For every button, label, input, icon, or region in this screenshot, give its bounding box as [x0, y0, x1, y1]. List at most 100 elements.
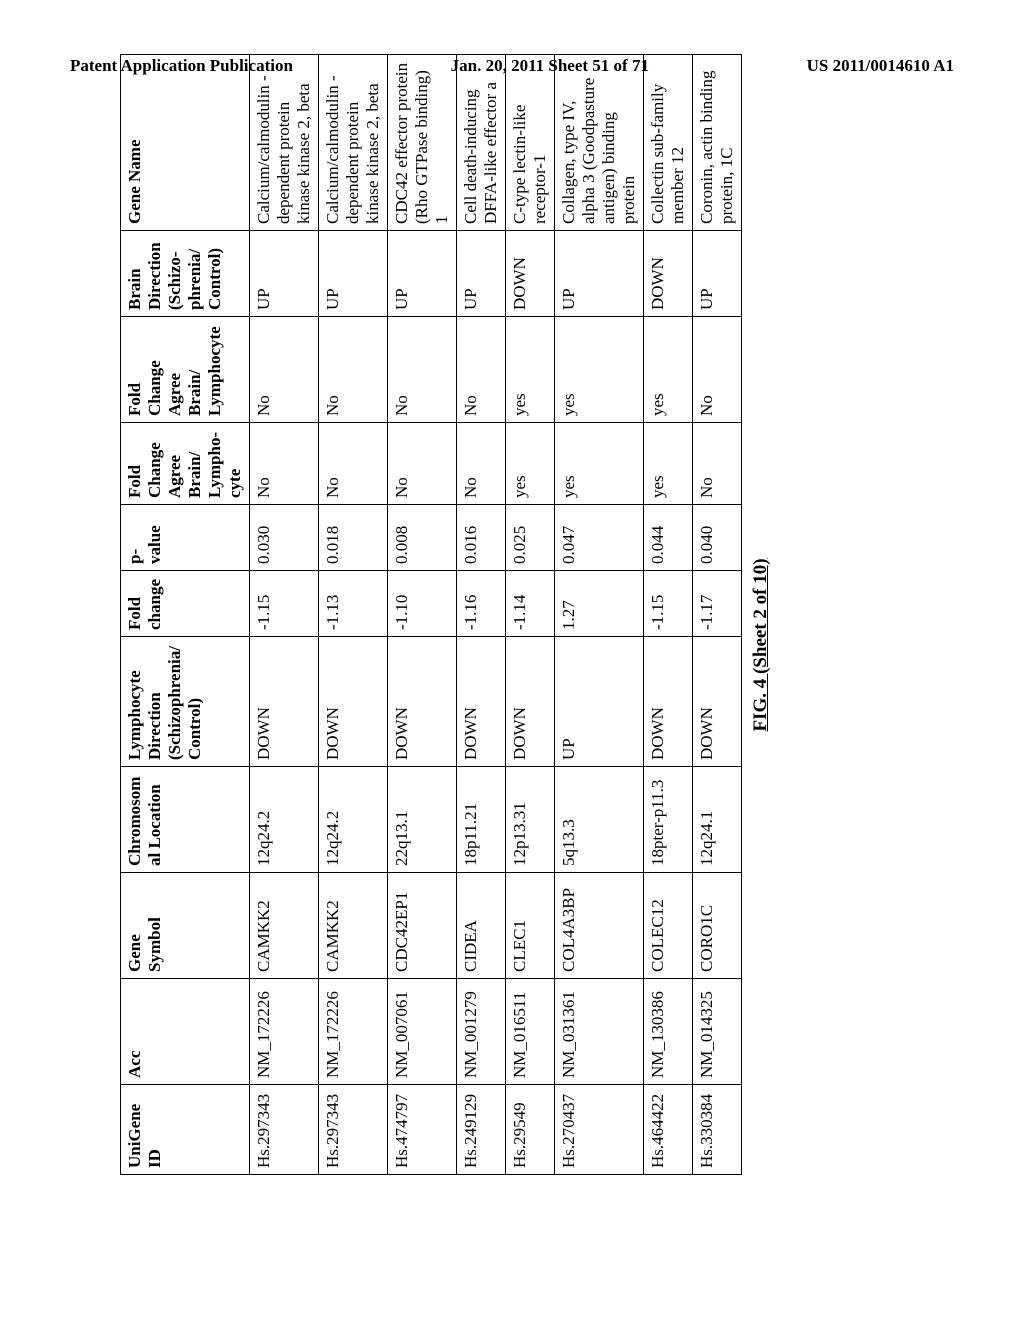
table-cell: No — [388, 317, 457, 423]
table-row: Hs.474797NM_007061CDC42EP122q13.1DOWN-1.… — [388, 55, 457, 1175]
table-header-row: UniGene ID Acc Gene Symbol Chromosomal L… — [121, 55, 250, 1175]
table-cell: 0.047 — [555, 505, 644, 571]
table-body: Hs.297343NM_172226CAMKK212q24.2DOWN-1.15… — [250, 55, 742, 1175]
table-cell: 0.044 — [644, 505, 693, 571]
table-cell: NM_007061 — [388, 979, 457, 1085]
table-cell: -1.16 — [457, 571, 506, 637]
table-cell: Coronin, actin binding protein, 1C — [693, 55, 742, 231]
table-cell: Calcium/calmodulin -dependent protein ki… — [319, 55, 388, 231]
table-cell: 1.27 — [555, 571, 644, 637]
table-cell: 0.030 — [250, 505, 319, 571]
col-p-value: p-value — [121, 505, 250, 571]
table-cell: yes — [506, 317, 555, 423]
gene-table: UniGene ID Acc Gene Symbol Chromosomal L… — [120, 54, 742, 1175]
col-fc-agree-1: Fold Change Agree Brain/ Lympho-cyte — [121, 423, 250, 505]
table-cell: NM_031361 — [555, 979, 644, 1085]
table-cell: CIDEA — [457, 873, 506, 979]
table-row: Hs.464422NM_130386COLEC1218pter-p11.3DOW… — [644, 55, 693, 1175]
table-cell: CAMKK2 — [319, 873, 388, 979]
table-cell: NM_001279 — [457, 979, 506, 1085]
table-cell: 12q24.1 — [693, 767, 742, 873]
table-cell: No — [457, 423, 506, 505]
table-cell: 0.040 — [693, 505, 742, 571]
table-cell: CLEC1 — [506, 873, 555, 979]
table-cell: CDC42EP1 — [388, 873, 457, 979]
col-gene-name: Gene Name — [121, 55, 250, 231]
table-cell: CORO1C — [693, 873, 742, 979]
table-row: Hs.270437NM_031361COL4A3BP5q13.3UP1.270.… — [555, 55, 644, 1175]
table-cell: 5q13.3 — [555, 767, 644, 873]
table-cell: Hs.270437 — [555, 1085, 644, 1175]
table-cell: CDC42 effector protein (Rho GTPase bindi… — [388, 55, 457, 231]
table-cell: DOWN — [319, 637, 388, 767]
table-cell: NM_016511 — [506, 979, 555, 1085]
table-cell: DOWN — [693, 637, 742, 767]
table-row: Hs.297343NM_172226CAMKK212q24.2DOWN-1.15… — [250, 55, 319, 1175]
col-chrom-loc: Chromosomal Location — [121, 767, 250, 873]
table-cell: Hs.330384 — [693, 1085, 742, 1175]
table-cell: No — [319, 423, 388, 505]
table-cell: No — [693, 317, 742, 423]
col-fc-agree-2: Fold Change Agree Brain/ Lymphocyte — [121, 317, 250, 423]
table-cell: 22q13.1 — [388, 767, 457, 873]
table-cell: No — [250, 317, 319, 423]
table-cell: DOWN — [506, 637, 555, 767]
table-cell: No — [319, 317, 388, 423]
table-cell: -1.15 — [644, 571, 693, 637]
table-cell: UP — [555, 231, 644, 317]
table-cell: No — [388, 423, 457, 505]
table-cell: CAMKK2 — [250, 873, 319, 979]
table-cell: 12p13.31 — [506, 767, 555, 873]
table-cell: Hs.297343 — [250, 1085, 319, 1175]
table-cell: 0.018 — [319, 505, 388, 571]
table-row: Hs.29549NM_016511CLEC112p13.31DOWN-1.140… — [506, 55, 555, 1175]
table-cell: DOWN — [457, 637, 506, 767]
table-cell: yes — [555, 423, 644, 505]
table-cell: yes — [644, 317, 693, 423]
table-row: Hs.330384NM_014325CORO1C12q24.1DOWN-1.17… — [693, 55, 742, 1175]
table-cell: DOWN — [506, 231, 555, 317]
table-cell: 0.008 — [388, 505, 457, 571]
table-cell: Hs.474797 — [388, 1085, 457, 1175]
table-cell: NM_014325 — [693, 979, 742, 1085]
table-cell: NM_130386 — [644, 979, 693, 1085]
col-gene-symbol: Gene Symbol — [121, 873, 250, 979]
table-cell: -1.13 — [319, 571, 388, 637]
table-cell: C-type lectin-like receptor-1 — [506, 55, 555, 231]
table-cell: 18pter-p11.3 — [644, 767, 693, 873]
table-row: Hs.249129NM_001279CIDEA18p11.21DOWN-1.16… — [457, 55, 506, 1175]
table-cell: UP — [693, 231, 742, 317]
table-cell: 0.025 — [506, 505, 555, 571]
table-cell: -1.17 — [693, 571, 742, 637]
table-cell: Hs.29549 — [506, 1085, 555, 1175]
table-cell: yes — [644, 423, 693, 505]
table-cell: 0.016 — [457, 505, 506, 571]
table-cell: No — [250, 423, 319, 505]
table-cell: Hs.297343 — [319, 1085, 388, 1175]
table-cell: DOWN — [644, 637, 693, 767]
table-cell: Collectin sub-family member 12 — [644, 55, 693, 231]
table-cell: 18p11.21 — [457, 767, 506, 873]
col-unigene: UniGene ID — [121, 1085, 250, 1175]
table-cell: Cell death-inducing DFFA-like effector a — [457, 55, 506, 231]
col-lymph-dir: Lymphocyte Direction (Schizophrenia/ Con… — [121, 637, 250, 767]
table-cell: 12q24.2 — [319, 767, 388, 873]
table-cell: UP — [319, 231, 388, 317]
table-cell: -1.15 — [250, 571, 319, 637]
table-cell: Hs.464422 — [644, 1085, 693, 1175]
table-cell: UP — [555, 637, 644, 767]
table-cell: No — [457, 317, 506, 423]
table-cell: COL4A3BP — [555, 873, 644, 979]
table-row: Hs.297343NM_172226CAMKK212q24.2DOWN-1.13… — [319, 55, 388, 1175]
table-cell: No — [693, 423, 742, 505]
rotated-content: UniGene ID Acc Gene Symbol Chromosomal L… — [120, 565, 1024, 1175]
table-cell: NM_172226 — [319, 979, 388, 1085]
col-fold-change: Fold change — [121, 571, 250, 637]
table-cell: DOWN — [388, 637, 457, 767]
table-cell: 12q24.2 — [250, 767, 319, 873]
table-cell: -1.10 — [388, 571, 457, 637]
table-cell: DOWN — [250, 637, 319, 767]
table-cell: Calcium/calmodulin -dependent protein ki… — [250, 55, 319, 231]
table-cell: UP — [250, 231, 319, 317]
table-cell: -1.14 — [506, 571, 555, 637]
